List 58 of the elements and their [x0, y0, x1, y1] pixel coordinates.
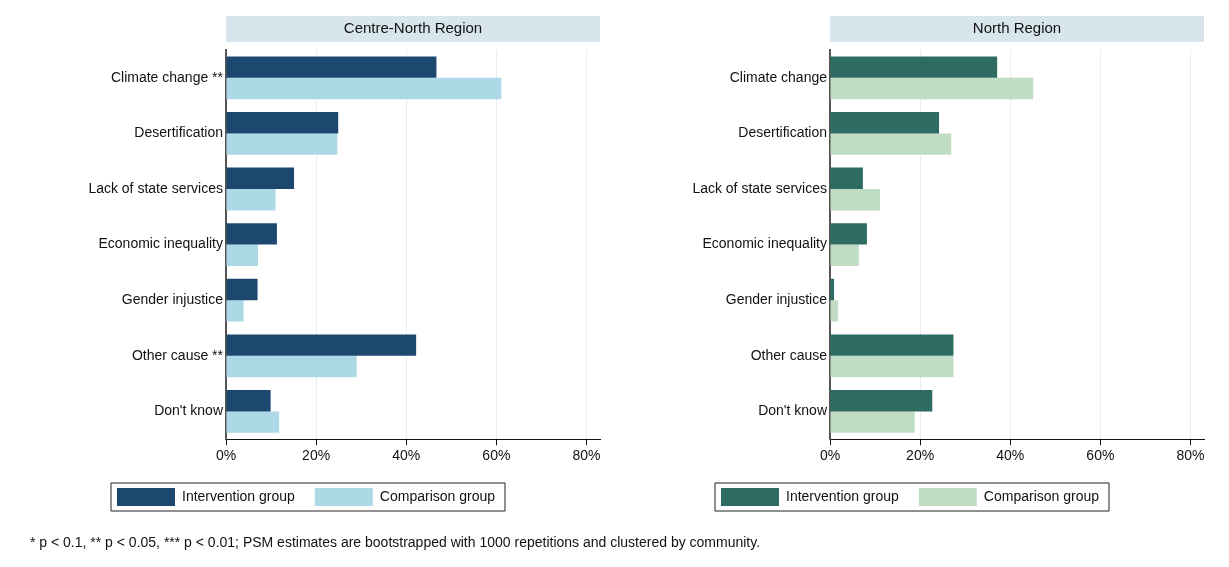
x-tick-label: 40% — [996, 447, 1025, 464]
chart-title: North Region — [972, 19, 1062, 37]
bar — [226, 167, 295, 189]
x-tick-label: 60% — [482, 447, 511, 464]
legend-label: Comparison group — [983, 487, 1100, 504]
bar — [830, 77, 1034, 100]
x-tick-label: 0% — [215, 447, 237, 464]
bar — [226, 77, 502, 100]
bar — [226, 300, 244, 322]
x-tick-label: 60% — [1086, 447, 1115, 464]
bar — [226, 334, 417, 356]
chart-title: Centre-North Region — [343, 19, 483, 37]
bar — [226, 189, 276, 211]
bar — [830, 411, 915, 433]
y-tick-label: Don't know — [758, 402, 828, 419]
x-tick-label: 20% — [906, 447, 935, 464]
x-tick-label: 0% — [819, 447, 841, 464]
y-tick-label: Climate change ** — [110, 68, 224, 85]
y-tick-label: Desertification — [738, 124, 827, 141]
bar — [830, 334, 954, 356]
text: * p < 0.1, ** p < 0.05, *** p < 0.01; PSM estimates are bootstrapped with 1000 repetitions and clustered by community. — [30, 534, 762, 550]
bar — [830, 167, 863, 189]
legend-label: Intervention group — [785, 487, 900, 504]
bar — [830, 355, 954, 378]
y-tick-label: Climate change — [729, 68, 828, 85]
bar — [226, 133, 338, 155]
bar — [226, 223, 277, 245]
bar — [226, 56, 437, 78]
x-tick-label: 40% — [392, 447, 421, 464]
y-tick-label: Desertification — [134, 124, 223, 141]
bar — [830, 111, 940, 134]
x-tick-label: 20% — [302, 447, 331, 464]
bar — [830, 223, 867, 245]
bar — [830, 389, 933, 412]
y-tick-label: Other cause — [750, 346, 828, 363]
x-tick-label: 80% — [1176, 447, 1205, 464]
legend-label: Comparison group — [379, 487, 496, 504]
y-tick-label: Other cause ** — [131, 346, 224, 363]
y-tick-label: Economic inequality — [98, 235, 223, 252]
bar — [226, 411, 280, 433]
bar — [830, 189, 881, 211]
y-tick-label: Gender injustice — [121, 291, 224, 308]
bar — [226, 244, 258, 267]
bar — [830, 244, 859, 267]
legend-label: Intervention group — [181, 487, 296, 504]
bar — [226, 355, 357, 378]
bar — [830, 133, 952, 155]
bar — [830, 300, 839, 322]
y-tick-label: Gender injustice — [725, 291, 828, 308]
y-tick-label: Lack of state services — [88, 179, 223, 196]
bar — [226, 278, 258, 301]
bar — [226, 111, 339, 134]
y-tick-label: Don't know — [154, 402, 224, 419]
bar — [226, 389, 271, 412]
bar — [830, 56, 998, 78]
x-tick-label: 80% — [572, 447, 601, 464]
y-tick-label: Lack of state services — [692, 179, 827, 196]
y-tick-label: Economic inequality — [702, 235, 827, 252]
